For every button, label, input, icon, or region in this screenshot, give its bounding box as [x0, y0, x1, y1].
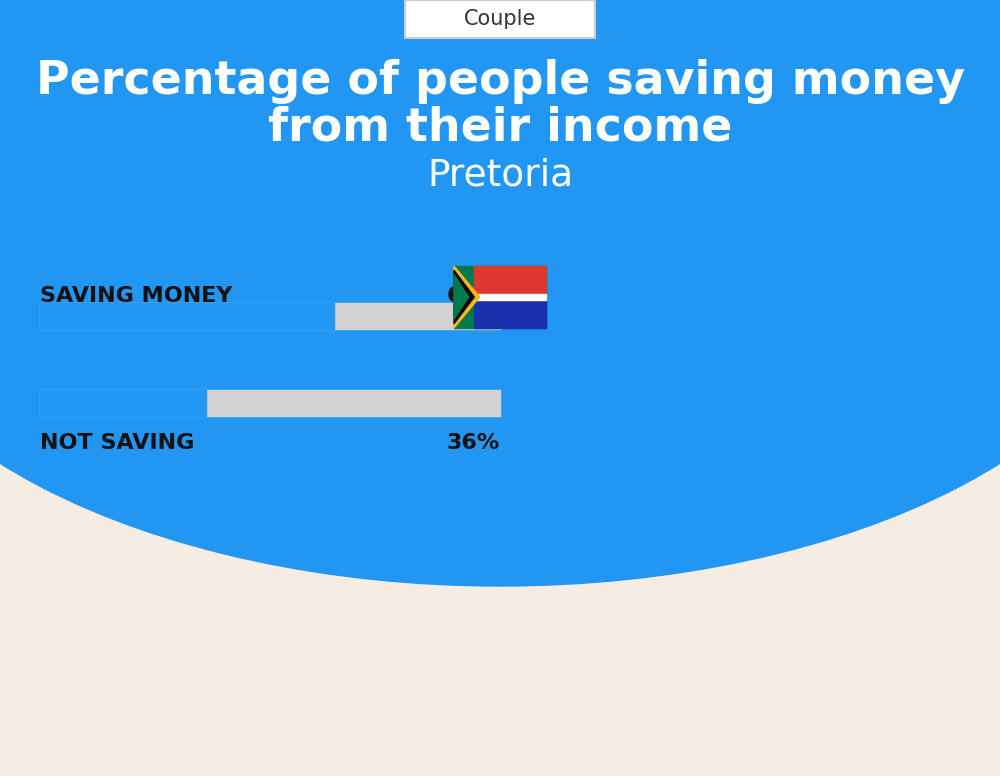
- Bar: [40, 303, 334, 329]
- Polygon shape: [454, 270, 474, 324]
- Text: Pretoria: Pretoria: [427, 158, 573, 194]
- Bar: [474, 297, 546, 328]
- Text: NOT SAVING: NOT SAVING: [40, 433, 194, 453]
- Bar: [0, 0, 1000, 296]
- Bar: [40, 390, 500, 416]
- Text: 36%: 36%: [447, 433, 500, 453]
- Polygon shape: [454, 266, 480, 328]
- Text: Percentage of people saving money: Percentage of people saving money: [36, 58, 964, 103]
- Bar: [474, 294, 546, 300]
- Bar: [40, 303, 500, 329]
- Text: Couple: Couple: [464, 9, 536, 29]
- FancyBboxPatch shape: [405, 0, 595, 38]
- Text: from their income: from their income: [268, 106, 732, 151]
- Text: SAVING MONEY: SAVING MONEY: [40, 286, 232, 306]
- Bar: [474, 266, 546, 297]
- Bar: [40, 390, 206, 416]
- Ellipse shape: [0, 0, 1000, 586]
- Text: 64%: 64%: [447, 286, 500, 306]
- Polygon shape: [454, 275, 469, 319]
- Bar: [454, 266, 546, 328]
